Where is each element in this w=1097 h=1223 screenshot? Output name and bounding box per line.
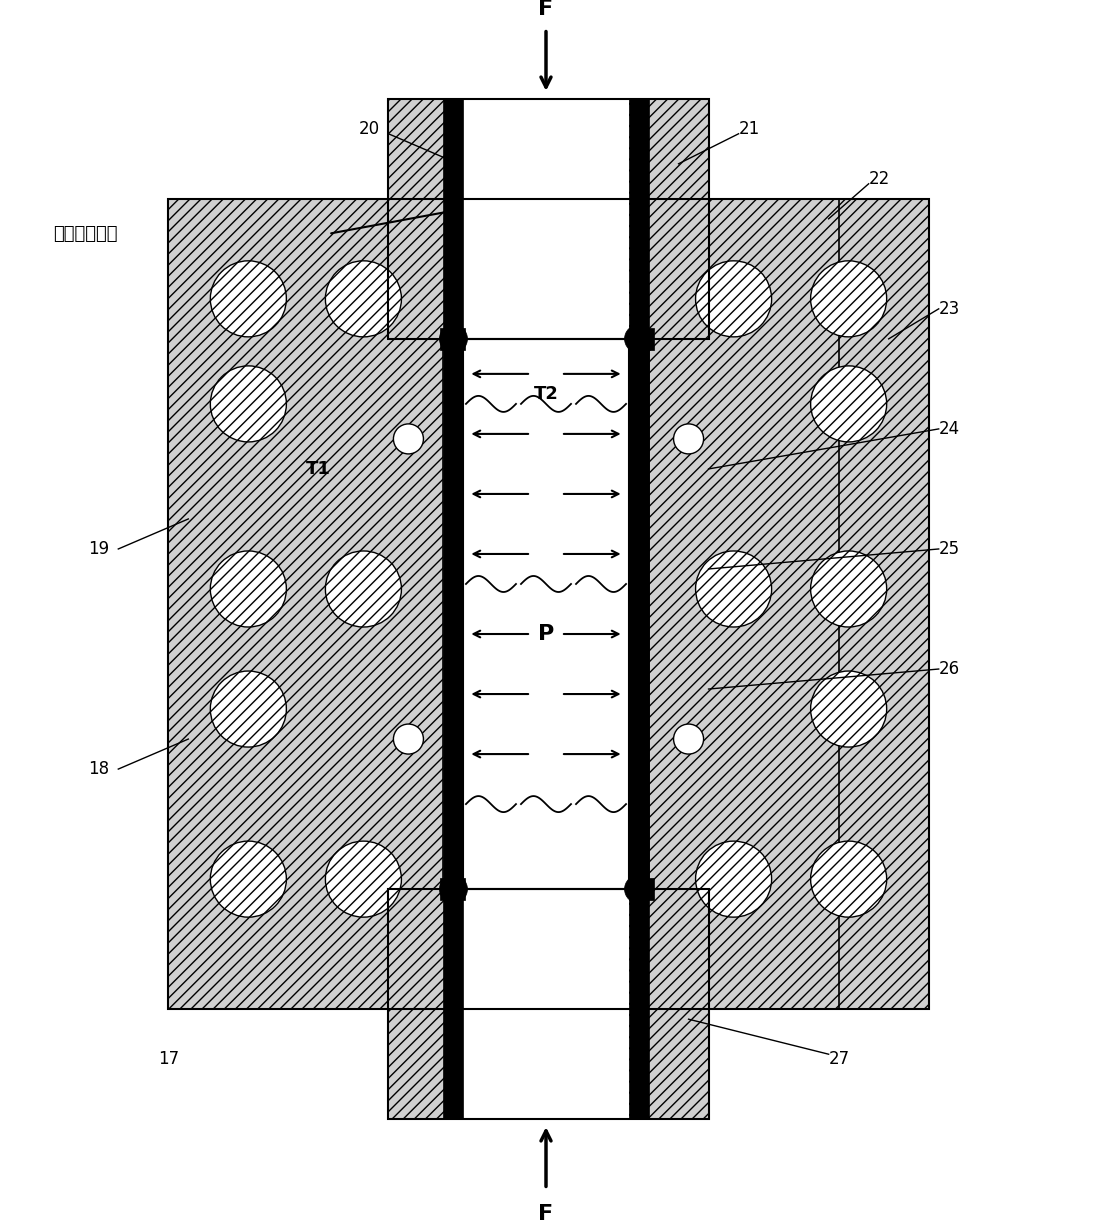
Text: 18: 18	[88, 759, 110, 778]
Text: 25: 25	[939, 541, 960, 558]
Bar	[629, 328, 654, 350]
Circle shape	[695, 260, 771, 336]
Text: T2: T2	[533, 385, 558, 402]
Text: 21: 21	[738, 120, 760, 138]
Bar	[168, 199, 929, 1009]
Text: T1: T1	[306, 460, 331, 478]
Bar	[463, 339, 629, 889]
Circle shape	[211, 366, 286, 442]
Bar	[648, 199, 929, 1009]
Circle shape	[211, 552, 286, 627]
Text: 19: 19	[88, 541, 110, 558]
Circle shape	[624, 325, 653, 353]
Text: F: F	[539, 1205, 554, 1223]
Bar	[441, 878, 465, 900]
Text: 22: 22	[869, 170, 890, 188]
Text: 27: 27	[828, 1051, 850, 1068]
Bar	[441, 328, 465, 350]
Circle shape	[394, 424, 423, 454]
Bar	[629, 99, 648, 1119]
Circle shape	[211, 260, 286, 336]
Circle shape	[811, 841, 886, 917]
Circle shape	[326, 841, 402, 917]
Text: 热态熔融玻璃: 热态熔融玻璃	[54, 225, 117, 243]
Circle shape	[811, 671, 886, 747]
Bar	[388, 99, 709, 339]
Circle shape	[440, 876, 467, 903]
Circle shape	[326, 552, 402, 627]
Text: 24: 24	[939, 419, 960, 438]
Circle shape	[674, 424, 703, 454]
Bar	[463, 99, 629, 339]
Circle shape	[211, 841, 286, 917]
Circle shape	[326, 260, 402, 336]
Bar	[629, 878, 654, 900]
Text: 26: 26	[939, 660, 960, 678]
Bar	[443, 99, 463, 1119]
Bar	[168, 199, 443, 1009]
Circle shape	[211, 671, 286, 747]
Circle shape	[811, 366, 886, 442]
Circle shape	[674, 724, 703, 755]
Bar	[463, 889, 629, 1119]
Circle shape	[695, 552, 771, 627]
Text: F: F	[539, 0, 554, 18]
Circle shape	[624, 876, 653, 903]
Text: P: P	[538, 624, 554, 645]
Bar	[388, 889, 709, 1119]
Circle shape	[811, 552, 886, 627]
Text: 17: 17	[158, 1051, 180, 1068]
Bar	[388, 99, 709, 339]
Text: 23: 23	[939, 300, 960, 318]
Text: 20: 20	[359, 120, 380, 138]
Circle shape	[394, 724, 423, 755]
Bar	[388, 889, 709, 1119]
Circle shape	[440, 325, 467, 353]
Circle shape	[811, 260, 886, 336]
Circle shape	[695, 841, 771, 917]
